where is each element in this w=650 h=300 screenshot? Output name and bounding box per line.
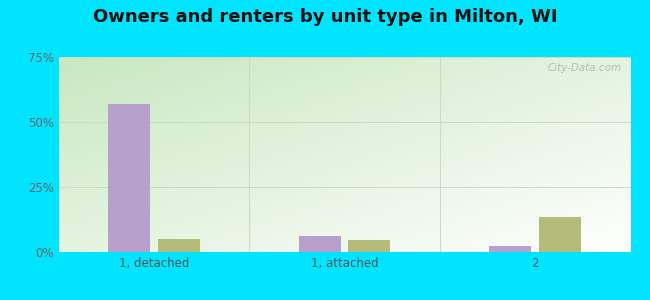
Bar [489,245,531,252]
Bar [108,104,150,252]
Text: City-Data.com: City-Data.com [548,63,622,73]
Bar [299,236,341,252]
Bar [539,217,581,252]
Bar [158,239,200,252]
Bar [348,240,390,252]
Text: Owners and renters by unit type in Milton, WI: Owners and renters by unit type in Milto… [93,8,557,26]
